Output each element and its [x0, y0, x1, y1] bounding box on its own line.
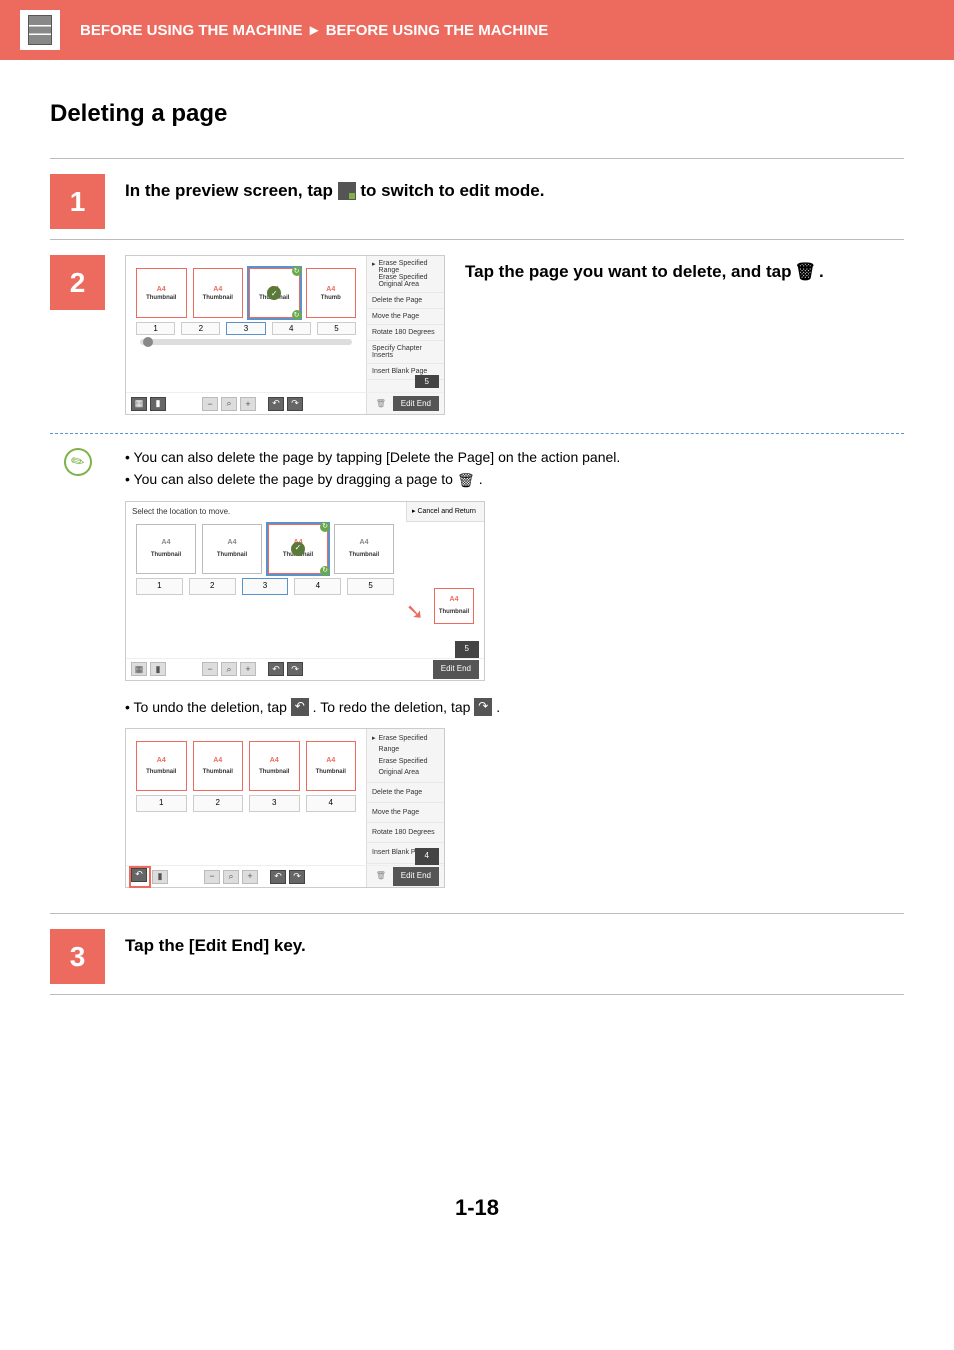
- divider: [50, 913, 904, 914]
- zoom-icon[interactable]: ⌕: [221, 662, 237, 676]
- menu-erase-area[interactable]: Erase Specified Original Area: [379, 274, 439, 288]
- zoom-in-icon[interactable]: +: [240, 397, 256, 411]
- menu-delete-page[interactable]: Delete the Page: [367, 293, 444, 309]
- note-undo-redo: To undo the deletion, tap ↶ . To redo th…: [125, 696, 904, 718]
- dash-divider: [50, 433, 904, 434]
- note-block: ✎ You can also delete the page by tappin…: [50, 446, 904, 903]
- preview-screen-1: ▸ Erase Specified Range Erase Specified …: [125, 255, 445, 415]
- preview-screen-move: ▸ Cancel and Return Select the location …: [125, 501, 485, 681]
- step-2: 2 ▸ Erase Specified Range Erase Specifie…: [50, 255, 904, 415]
- zoom-out-icon[interactable]: −: [202, 662, 218, 676]
- step-1-text-a: In the preview screen, tap: [125, 181, 338, 200]
- step-2-instruction: Tap the page you want to delete, and tap…: [465, 260, 904, 284]
- step-2-figure: ▸ Erase Specified Range Erase Specified …: [125, 255, 445, 415]
- step-2-text-a: Tap the page you want to delete, and tap: [465, 262, 796, 281]
- step-2-number: 2: [50, 255, 105, 310]
- breadcrumb-b: BEFORE USING THE MACHINE: [326, 22, 549, 39]
- toolbar-1: ▦ ▮ − ⌕ + ↶ ↷ 🗑 Edit End 5: [126, 392, 444, 414]
- note-2: You can also delete the page by dragging…: [125, 468, 904, 490]
- step-1-instruction: In the preview screen, tap to switch to …: [125, 179, 904, 203]
- action-panel: ▸ Erase Specified Range Erase Specified …: [366, 256, 444, 414]
- zoom-icon[interactable]: ⌕: [223, 870, 239, 884]
- view-mode-2-icon[interactable]: ▮: [150, 662, 166, 676]
- redo-icon[interactable]: ↷: [289, 870, 305, 884]
- view-mode-1-icon[interactable]: ▦: [131, 397, 147, 411]
- content: Deleting a page 1 In the preview screen,…: [0, 60, 954, 1251]
- page-count: 4: [415, 848, 439, 865]
- drag-target: A4Thumbnail: [434, 588, 474, 624]
- zoom-in-icon[interactable]: +: [242, 870, 258, 884]
- step-1-text-b: to switch to edit mode.: [360, 181, 544, 200]
- view-mode-2-icon[interactable]: ▮: [152, 870, 168, 884]
- divider: [50, 158, 904, 159]
- view-mode-2-icon[interactable]: ▮: [150, 397, 166, 411]
- canvas-area: A4Thumbnail A4Thumbnail A4Thumbnail✓↻↻ A…: [126, 256, 366, 386]
- preview-screen-after: ▸ Erase Specified Range Erase Specified …: [125, 728, 445, 888]
- trash-icon[interactable]: 🗑: [376, 399, 390, 408]
- undo-icon[interactable]: ↶: [268, 662, 284, 676]
- menu-rotate[interactable]: Rotate 180 Degrees: [367, 325, 444, 341]
- menu-erase-range[interactable]: Erase Specified Range: [379, 260, 439, 274]
- breadcrumb-a: BEFORE USING THE MACHINE: [80, 22, 303, 39]
- page-title: Deleting a page: [50, 100, 904, 128]
- canvas-area: A4Thumbnail A4Thumbnail A4Thumbnail A4Th…: [126, 729, 366, 859]
- zoom-icon[interactable]: ⌕: [221, 397, 237, 411]
- header-bar: BEFORE USING THE MACHINE ► BEFORE USING …: [0, 0, 954, 60]
- move-prompt: Select the location to move.: [132, 506, 230, 519]
- page-number: 1-18: [50, 1195, 904, 1251]
- drag-arrow-icon: ➘: [406, 594, 424, 629]
- breadcrumb-sep: ►: [307, 22, 322, 39]
- menu-chapter[interactable]: Specify Chapter Inserts: [367, 341, 444, 364]
- divider: [50, 239, 904, 240]
- redo-icon[interactable]: ↷: [287, 662, 303, 676]
- step-3-number: 3: [50, 929, 105, 984]
- fold-marker-icon: ↻: [292, 310, 302, 320]
- selected-check-icon: ✓: [291, 542, 305, 556]
- undo-icon[interactable]: ↶: [270, 870, 286, 884]
- note-1: You can also delete the page by tapping …: [125, 446, 904, 468]
- section-icon: [20, 10, 60, 50]
- step-1: 1 In the preview screen, tap to switch t…: [50, 174, 904, 229]
- selected-check-icon: ✓: [267, 286, 281, 300]
- step-1-number: 1: [50, 174, 105, 229]
- edit-end-button[interactable]: Edit End: [393, 396, 439, 411]
- breadcrumb: BEFORE USING THE MACHINE ► BEFORE USING …: [80, 22, 548, 39]
- edit-end-button[interactable]: Edit End: [433, 660, 479, 679]
- undo-inline-icon: ↶: [291, 698, 309, 716]
- redo-icon[interactable]: ↷: [287, 397, 303, 411]
- trash-inline-icon-2: 🗑: [457, 471, 475, 489]
- page-count: 5: [455, 641, 479, 658]
- zoom-out-icon[interactable]: −: [202, 397, 218, 411]
- step-3: 3 Tap the [Edit End] key.: [50, 929, 904, 984]
- note-icon: ✎: [58, 443, 96, 481]
- toolbar-move: ▦ ▮ − ⌕ + ↶ ↷ Edit End 5: [126, 658, 484, 680]
- trash-inline-icon: 🗑: [796, 263, 814, 281]
- undo-highlighted-icon[interactable]: ↶: [131, 868, 147, 882]
- edit-end-button[interactable]: Edit End: [393, 867, 439, 886]
- divider: [50, 994, 904, 995]
- step-2-text-b: .: [819, 262, 824, 281]
- step-3-instruction: Tap the [Edit End] key.: [125, 934, 904, 958]
- page-count: 5: [415, 375, 439, 388]
- menu-move-page[interactable]: Move the Page: [367, 309, 444, 325]
- edit-mode-icon: [338, 182, 356, 200]
- redo-inline-icon: ↷: [474, 698, 492, 716]
- trash-icon[interactable]: 🗑: [376, 870, 390, 883]
- view-mode-1-icon[interactable]: ▦: [131, 662, 147, 676]
- toolbar-after: ↶ ▮ − ⌕ + ↶ ↷ 🗑 Edit End 4: [126, 865, 444, 887]
- undo-icon[interactable]: ↶: [268, 397, 284, 411]
- zoom-in-icon[interactable]: +: [240, 662, 256, 676]
- zoom-out-icon[interactable]: −: [204, 870, 220, 884]
- rotate-marker-icon: ↻: [292, 266, 302, 276]
